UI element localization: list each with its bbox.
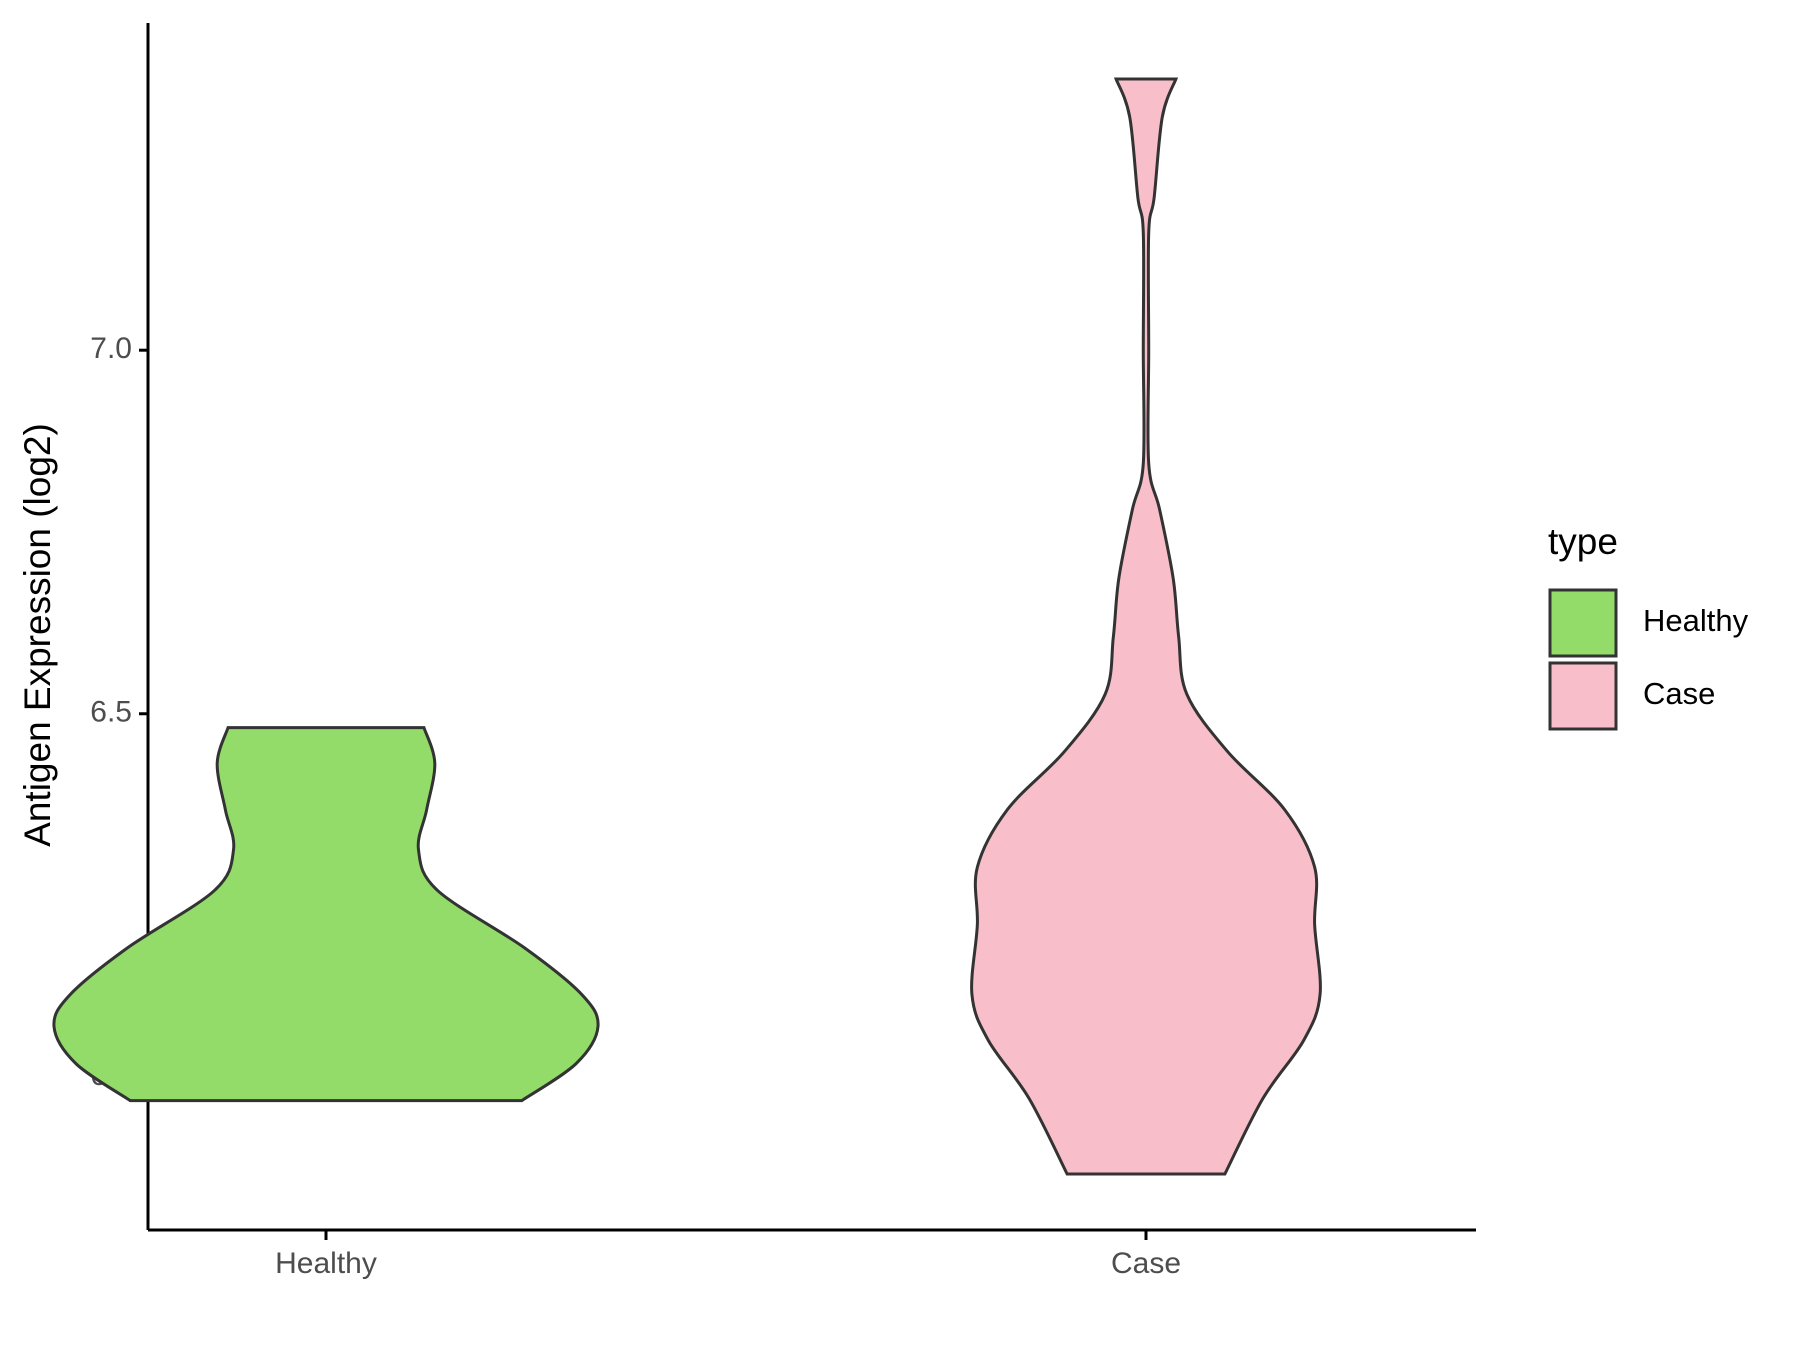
y-tick-label: 7.0 (90, 332, 132, 365)
legend-key (1548, 661, 1618, 731)
x-tick-label: Case (1111, 1247, 1181, 1280)
legend-key (1548, 588, 1618, 658)
y-tick-label: 6.5 (90, 696, 132, 729)
legend-title: type (1548, 521, 1618, 562)
x-tick-label: Healthy (275, 1247, 377, 1280)
legend-label: Healthy (1643, 603, 1749, 638)
violin (52, 726, 600, 1103)
legend-label: Case (1643, 676, 1715, 711)
violin (970, 77, 1322, 1176)
y-axis-title: Antigen Expression (log2) (17, 423, 58, 847)
